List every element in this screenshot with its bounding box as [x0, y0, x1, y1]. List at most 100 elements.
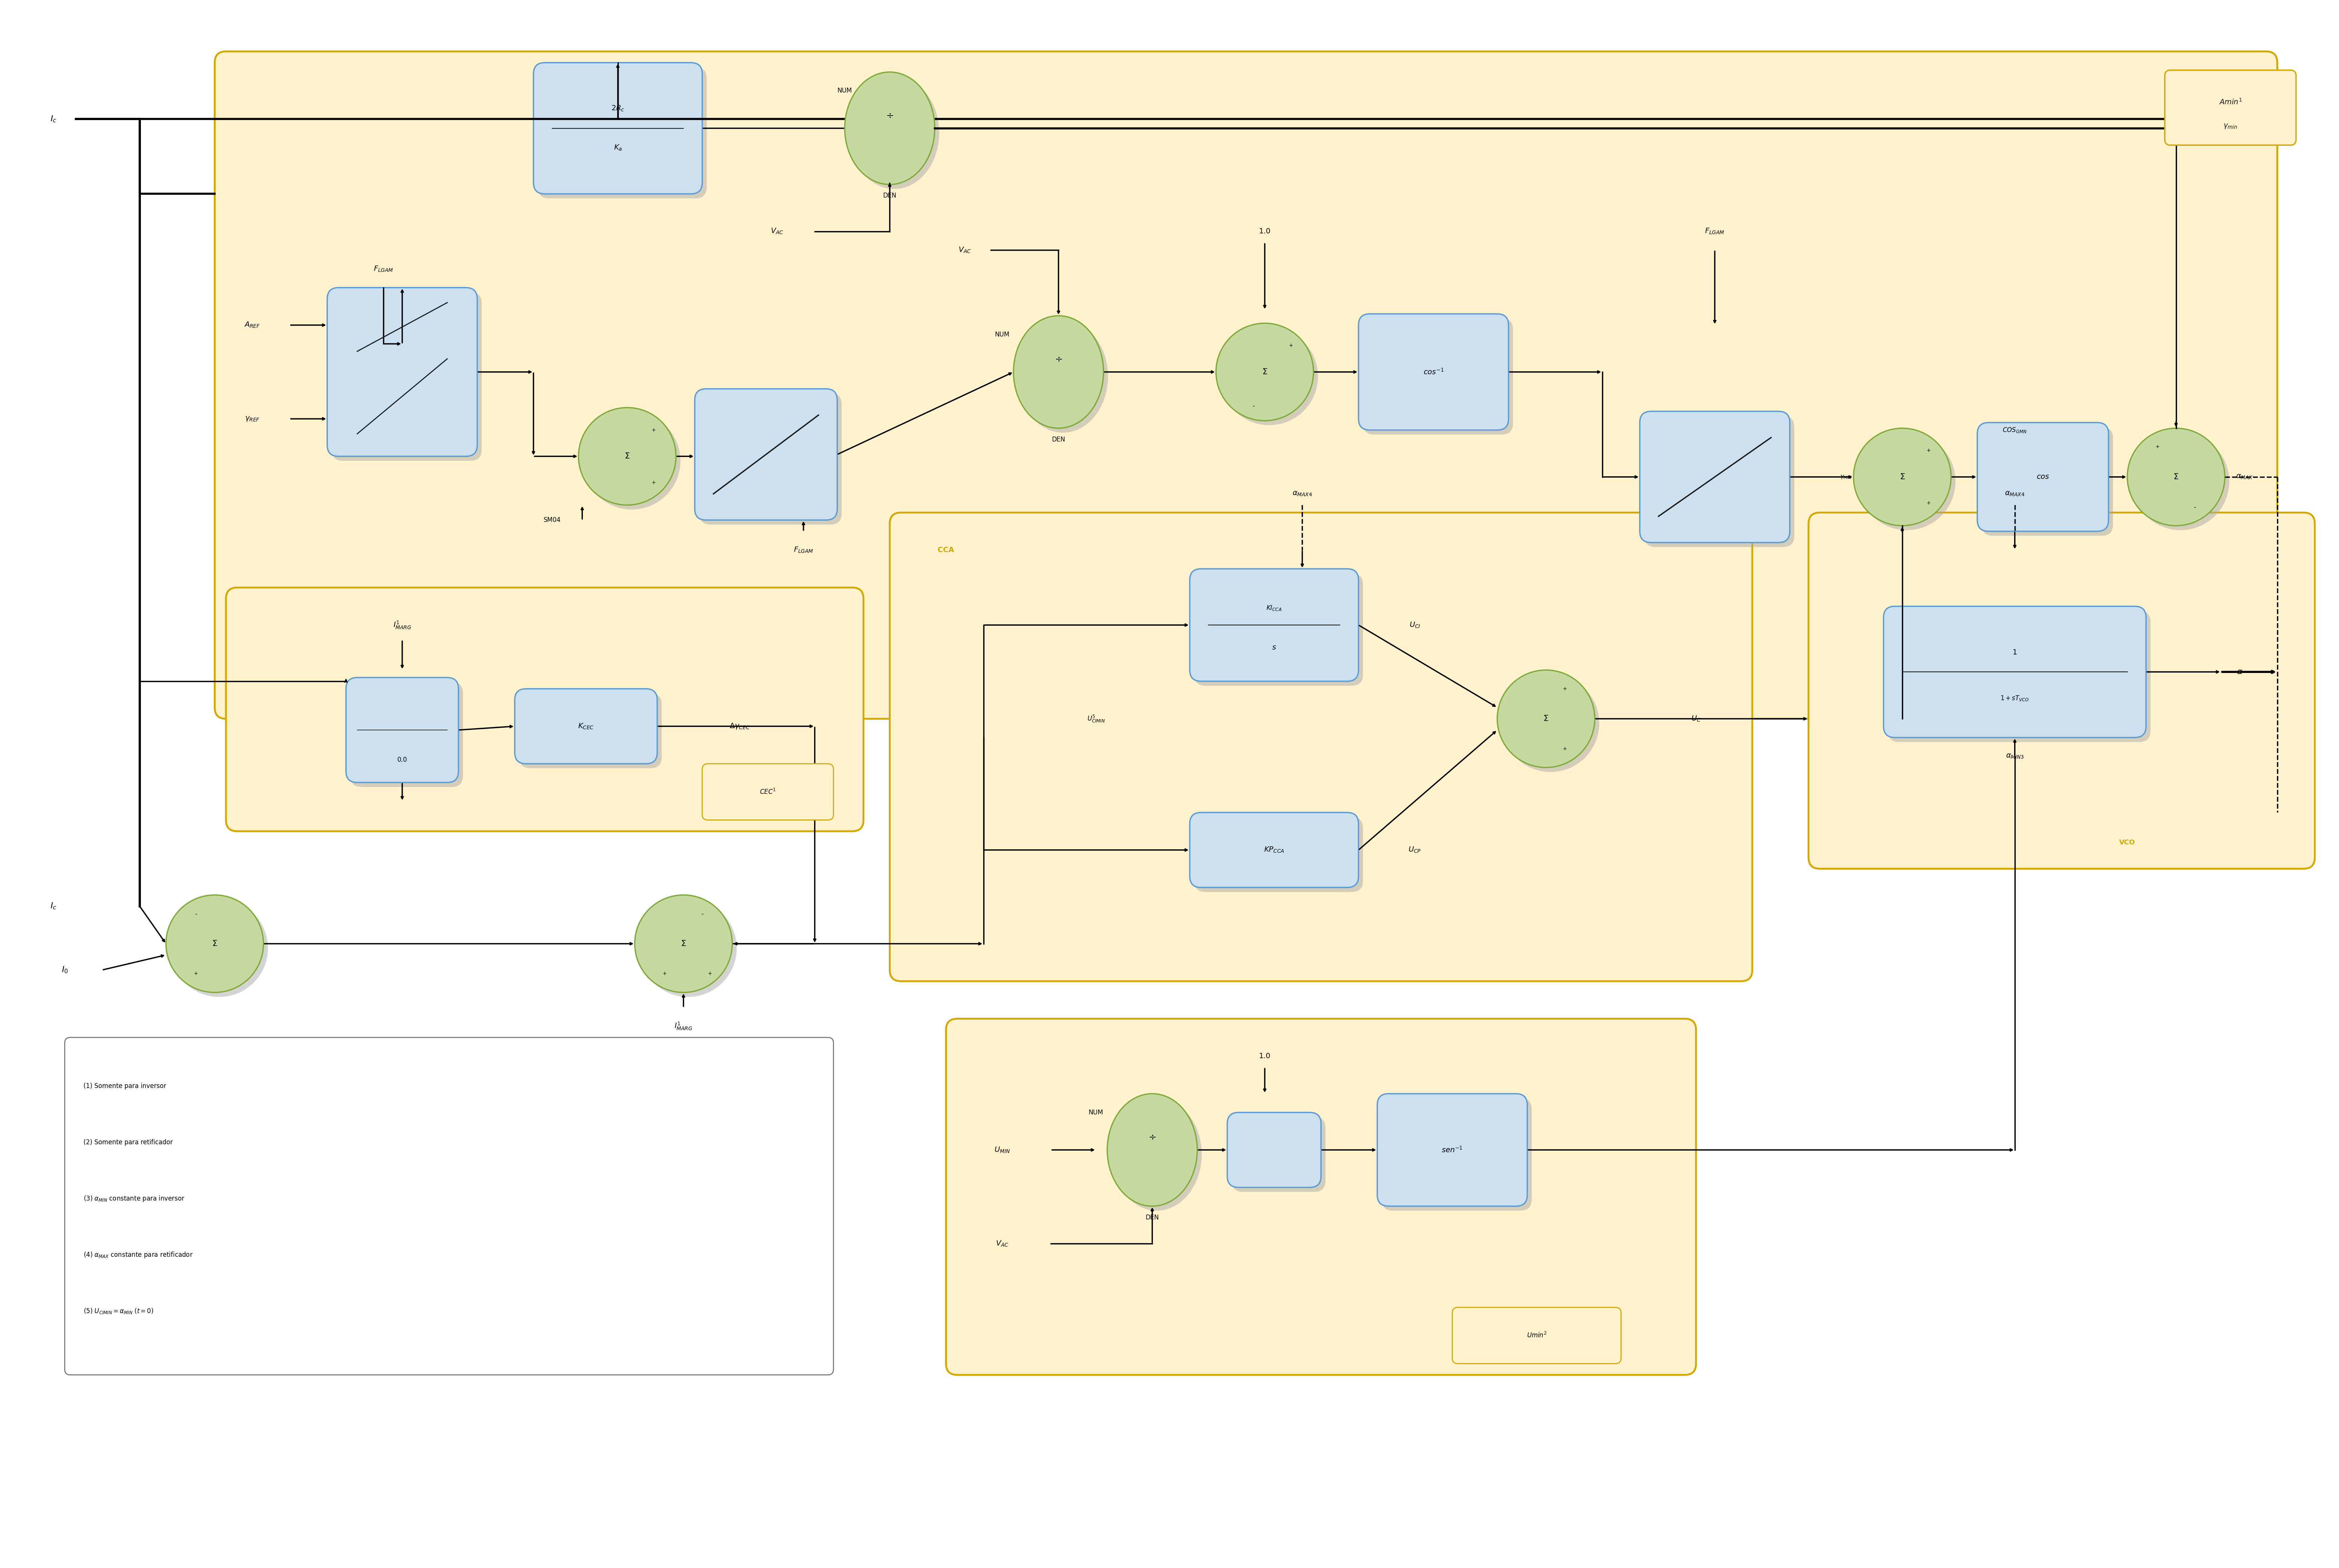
Ellipse shape	[2131, 433, 2229, 530]
Text: $F_{LGAM}$: $F_{LGAM}$	[1705, 227, 1724, 235]
Text: (1) Somente para inversor: (1) Somente para inversor	[84, 1083, 166, 1090]
FancyBboxPatch shape	[1888, 612, 2150, 742]
Text: +: +	[1562, 746, 1567, 751]
FancyBboxPatch shape	[519, 693, 662, 768]
Ellipse shape	[166, 895, 264, 993]
Ellipse shape	[1221, 328, 1317, 425]
FancyBboxPatch shape	[2166, 71, 2297, 146]
Text: $U_{CIMIN}^5$: $U_{CIMIN}^5$	[1088, 713, 1104, 723]
Text: $\Sigma$: $\Sigma$	[681, 939, 685, 947]
Ellipse shape	[1852, 428, 1951, 525]
Ellipse shape	[1017, 320, 1109, 433]
FancyBboxPatch shape	[1640, 411, 1789, 543]
Text: 0.0: 0.0	[398, 757, 407, 764]
Text: SM04: SM04	[543, 517, 561, 524]
Text: $\Sigma$: $\Sigma$	[1263, 368, 1268, 376]
Ellipse shape	[578, 408, 676, 505]
Text: $\Sigma$: $\Sigma$	[1544, 715, 1548, 723]
Text: $KI_{CCA}$: $KI_{CCA}$	[1265, 604, 1282, 612]
Text: $1 + sT_{VCO}$: $1 + sT_{VCO}$	[2000, 695, 2030, 702]
Text: (4) $\alpha_{MAX}$ constante para retificador: (4) $\alpha_{MAX}$ constante para retifi…	[84, 1251, 194, 1259]
Text: NUM: NUM	[1088, 1109, 1104, 1116]
FancyBboxPatch shape	[695, 389, 837, 521]
Ellipse shape	[2126, 428, 2224, 525]
Text: $I_c$: $I_c$	[49, 902, 56, 911]
Text: $2R_c$: $2R_c$	[610, 105, 625, 113]
Text: $F_{LGAM}$: $F_{LGAM}$	[374, 265, 393, 273]
Text: $V_{AC}$: $V_{AC}$	[772, 227, 784, 235]
FancyBboxPatch shape	[1453, 1308, 1621, 1364]
Text: +: +	[1927, 448, 1930, 453]
FancyBboxPatch shape	[1883, 607, 2147, 737]
Text: CCA: CCA	[938, 547, 954, 554]
Text: $I_0$: $I_0$	[61, 966, 68, 974]
Ellipse shape	[849, 77, 940, 190]
Text: $\gamma_{min}$: $\gamma_{min}$	[2222, 122, 2238, 130]
Text: $\gamma_{MIN}$: $\gamma_{MIN}$	[1841, 474, 1852, 480]
FancyBboxPatch shape	[699, 394, 842, 525]
Ellipse shape	[844, 72, 936, 185]
FancyBboxPatch shape	[227, 588, 863, 831]
Ellipse shape	[171, 900, 269, 997]
FancyBboxPatch shape	[351, 682, 463, 787]
Text: +: +	[194, 971, 199, 977]
Text: (3) $\alpha_{MIN}$ constante para inversor: (3) $\alpha_{MIN}$ constante para invers…	[84, 1195, 185, 1203]
Text: DEN: DEN	[1146, 1214, 1160, 1221]
Text: DEN: DEN	[884, 193, 896, 199]
FancyBboxPatch shape	[1191, 569, 1359, 681]
Text: $\alpha$: $\alpha$	[2236, 668, 2243, 676]
Text: 1.0: 1.0	[1258, 1052, 1270, 1060]
Text: $V_{AC}$: $V_{AC}$	[959, 246, 971, 254]
Text: $\alpha_{MAX4}$: $\alpha_{MAX4}$	[2005, 491, 2026, 497]
FancyBboxPatch shape	[1195, 574, 1364, 685]
FancyBboxPatch shape	[1378, 1094, 1527, 1206]
Ellipse shape	[1111, 1098, 1202, 1210]
Text: $s$: $s$	[1272, 644, 1277, 651]
Text: $\div$: $\div$	[1148, 1132, 1155, 1142]
FancyBboxPatch shape	[1976, 423, 2107, 532]
Text: +: +	[706, 971, 711, 977]
FancyBboxPatch shape	[945, 1019, 1696, 1375]
Text: +: +	[1562, 687, 1567, 691]
FancyBboxPatch shape	[1228, 1112, 1322, 1187]
Ellipse shape	[1216, 323, 1315, 420]
Text: $1$: $1$	[2012, 649, 2016, 655]
Text: VCO: VCO	[2119, 839, 2136, 845]
Text: $F_{LGAM}$: $F_{LGAM}$	[793, 546, 814, 554]
Text: +: +	[650, 428, 655, 433]
Text: +: +	[662, 971, 667, 977]
Text: $I_c$: $I_c$	[49, 114, 56, 124]
FancyBboxPatch shape	[1359, 314, 1509, 430]
FancyBboxPatch shape	[1364, 318, 1513, 434]
FancyBboxPatch shape	[327, 287, 477, 456]
Text: $sen^{-1}$: $sen^{-1}$	[1441, 1146, 1462, 1154]
Text: $1.0$: $1.0$	[1258, 227, 1270, 235]
Text: $Amin^1$: $Amin^1$	[2220, 97, 2243, 107]
Text: $\div$: $\div$	[886, 111, 893, 119]
Ellipse shape	[634, 895, 732, 993]
Text: $\div$: $\div$	[1055, 354, 1062, 364]
Ellipse shape	[1857, 433, 1955, 530]
Text: $I_{MARG}^1$: $I_{MARG}^1$	[393, 619, 412, 630]
Text: $A_{REF}$: $A_{REF}$	[243, 321, 260, 329]
FancyBboxPatch shape	[332, 292, 482, 461]
Text: $U_{MIN}$: $U_{MIN}$	[994, 1146, 1010, 1154]
Text: NUM: NUM	[837, 88, 851, 94]
Text: $\alpha_{MIN3}$: $\alpha_{MIN3}$	[2005, 753, 2023, 760]
FancyBboxPatch shape	[889, 513, 1752, 982]
FancyBboxPatch shape	[1195, 817, 1364, 892]
Text: +: +	[1927, 500, 1930, 506]
Text: +: +	[1289, 343, 1293, 348]
Text: $K_a$: $K_a$	[613, 144, 622, 152]
FancyBboxPatch shape	[1981, 426, 2112, 536]
FancyBboxPatch shape	[1233, 1116, 1326, 1192]
Text: $CEC^1$: $CEC^1$	[760, 789, 777, 795]
Text: +: +	[650, 480, 655, 485]
Text: $U_C$: $U_C$	[1691, 715, 1700, 723]
Ellipse shape	[1013, 315, 1104, 428]
Text: $V_{AC}$: $V_{AC}$	[996, 1240, 1008, 1248]
Text: $cos$: $cos$	[2037, 474, 2049, 480]
Text: $\alpha_{MAX}$: $\alpha_{MAX}$	[2236, 474, 2252, 480]
Ellipse shape	[582, 412, 681, 510]
Text: $\Sigma$: $\Sigma$	[2173, 474, 2180, 481]
